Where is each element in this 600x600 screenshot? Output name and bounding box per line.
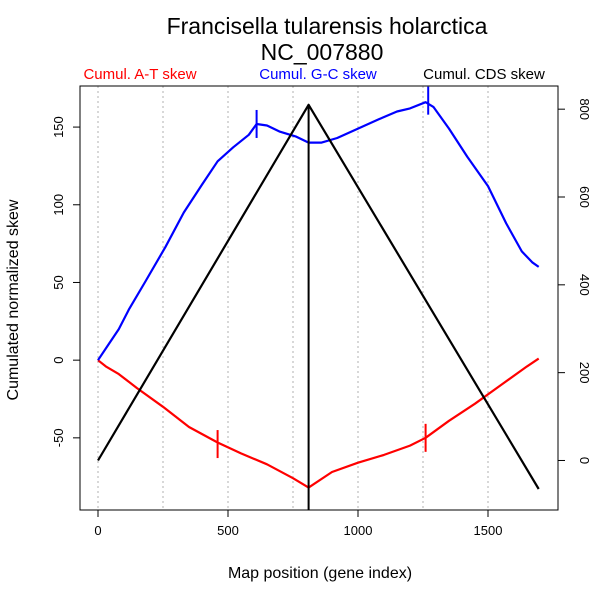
- y-axis-left: -50 0 50 100 150: [51, 116, 81, 447]
- y-left-tick-label: -50: [51, 428, 66, 447]
- legend-item: Cumul. G-C skew: [259, 66, 377, 83]
- legend: Cumul. A-T skew Cumul. G-C skew Cumul. CDS…: [83, 66, 545, 83]
- y-right-tick-label: 600: [577, 186, 592, 208]
- legend-item: Cumul. CDS skew: [423, 66, 545, 83]
- y-left-tick-label: 150: [51, 116, 66, 138]
- plot-frame: [79, 85, 559, 511]
- y-right-tick-label: 0: [577, 457, 592, 464]
- y-right-tick-label: 400: [577, 274, 592, 296]
- y-right-tick-label: 800: [577, 98, 592, 120]
- x-axis-label: Map position (gene index): [228, 565, 412, 582]
- y-axis-right: 0 200 400 600 800: [557, 98, 592, 464]
- x-axis: 0 500 1000 1500: [94, 509, 503, 538]
- chart-subtitle: NC_007880: [261, 39, 384, 65]
- y-left-tick-label: 50: [51, 275, 66, 289]
- y-left-tick-label: 0: [51, 357, 66, 364]
- x-tick-label: 500: [217, 523, 239, 538]
- y-right-tick-label: 200: [577, 362, 592, 384]
- x-tick-label: 0: [94, 523, 101, 538]
- grid: [97, 86, 489, 510]
- x-tick-label: 1500: [474, 523, 503, 538]
- y-left-tick-label: 100: [51, 194, 66, 216]
- legend-item: Cumul. A-T skew: [83, 66, 196, 83]
- series-layer: [97, 86, 540, 510]
- y-axis-label: Cumulated normalized skew: [5, 199, 22, 400]
- series-line-cumul-g-c-skew: [97, 101, 540, 361]
- x-tick-label: 1000: [344, 523, 373, 538]
- chart-title: Francisella tularensis holarctica: [167, 13, 488, 39]
